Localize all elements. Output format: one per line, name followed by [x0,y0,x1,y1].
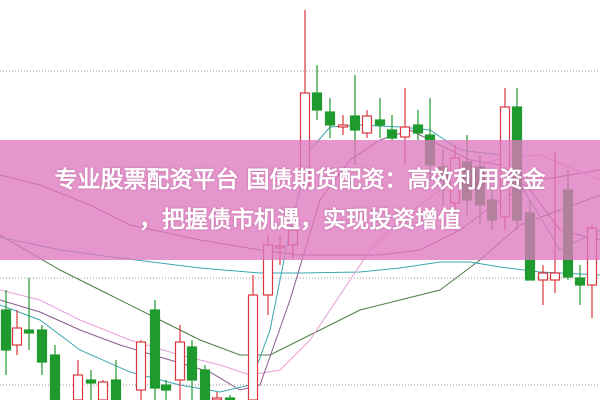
candle-up [174,341,186,381]
candle-down [23,329,35,334]
candle-up [135,341,147,391]
candle-up [337,124,349,128]
candle-up [247,294,259,400]
candle-up [72,374,84,400]
candle-down [574,277,586,286]
candle-down [0,309,12,351]
candle-up [11,327,23,346]
candle-down [186,346,198,381]
candle-down [374,119,386,126]
candle-up [361,115,373,134]
headline: 专业股票配资平台 国债期货配资：高效利用资金 ，把握债市机遇，实现投资增值 [0,160,600,240]
candle-down [49,354,61,400]
candle-up [97,381,109,400]
candle-down [224,397,236,400]
candle-down [199,369,211,400]
headline-line1: 专业股票配资平台 国债期货配资：高效利用资金 [54,167,546,193]
candle-up [399,126,411,138]
candle-down [149,309,161,389]
candle-up [549,272,561,281]
candle-down [412,124,424,134]
candle-up [211,397,223,400]
headline-line2: ，把握债市机遇，实现投资增值 [139,207,461,233]
candle-up [537,272,549,281]
candle-down [85,379,97,384]
candle-down [324,111,336,126]
candle-down [160,384,172,391]
candle-down [36,329,48,363]
title-banner [0,140,600,260]
candle-down [311,92,323,111]
candle-down [349,115,361,131]
candle-down [386,129,398,139]
candle-down [110,379,122,400]
